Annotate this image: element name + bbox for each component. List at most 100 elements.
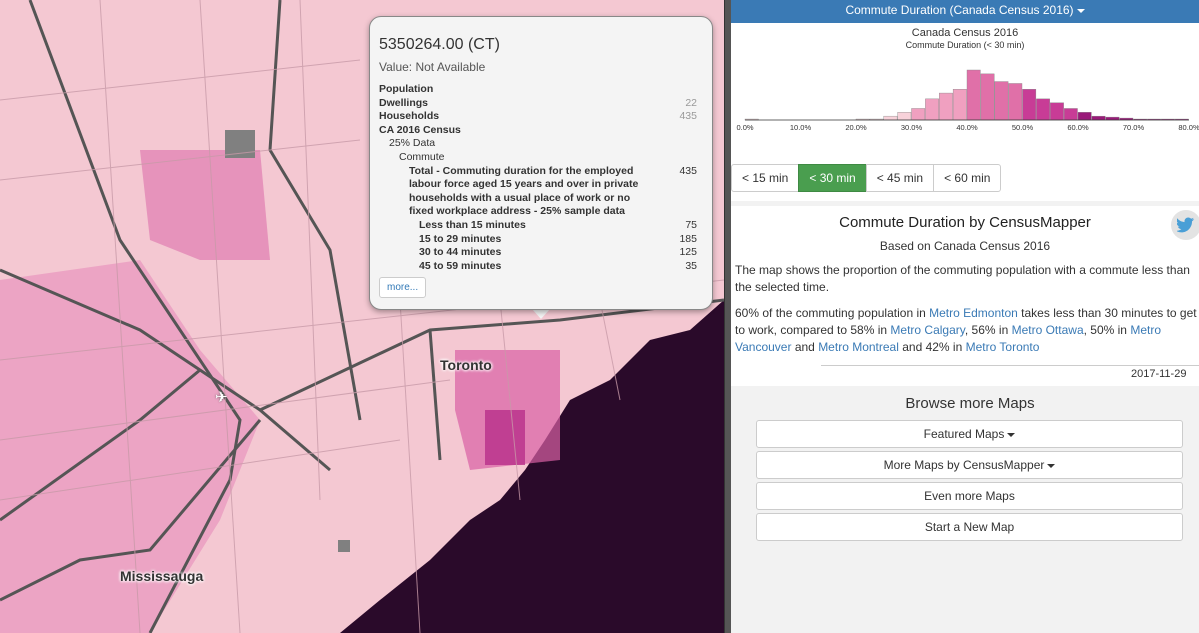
popup-row-label: 15 to 29 minutes xyxy=(419,232,502,245)
popup-data-table: Population Dwellings 22 Households 435 CA 201… xyxy=(379,83,697,273)
popup-row-label: Households xyxy=(379,110,440,123)
x-tick-label: 70.0% xyxy=(1123,123,1145,132)
popup-row: 45 to 59 minutes 35 xyxy=(379,260,697,274)
description-title: Commute Duration by CensusMapper xyxy=(839,214,1091,231)
map-selector-dropdown[interactable]: Commute Duration (Canada Census 2016) xyxy=(731,0,1199,23)
panel-divider[interactable] xyxy=(724,0,731,633)
histogram-bar xyxy=(1050,102,1064,121)
histogram-bar xyxy=(1063,108,1078,121)
histogram-bar xyxy=(883,115,898,121)
popup-row-label: Less than 15 minutes xyxy=(419,218,526,231)
link-metro-toronto[interactable]: Metro Toronto xyxy=(965,340,1040,354)
separator xyxy=(731,201,1199,206)
map-view[interactable]: Toronto Mississauga ✈ 5350264.00 (CT) Va… xyxy=(0,0,724,633)
link-metro-montreal[interactable]: Metro Montreal xyxy=(818,340,899,354)
histogram-bar xyxy=(1008,83,1023,121)
histogram-bar xyxy=(1036,98,1050,121)
x-tick-label: 10.0% xyxy=(790,123,812,132)
twitter-icon[interactable] xyxy=(1171,210,1199,240)
popup-row-value: 125 xyxy=(679,246,697,259)
popup-row: Commute xyxy=(379,151,697,165)
browse-menu-button[interactable]: Even more Maps xyxy=(756,482,1183,510)
text: , 56% in xyxy=(964,323,1012,337)
browse-menu-label: More Maps by CensusMapper xyxy=(883,458,1045,472)
chart-title: Canada Census 2016 xyxy=(911,27,1019,39)
link-metro-vancouver[interactable]: Metro Vancouver xyxy=(735,323,1162,354)
popup-arrow xyxy=(532,309,550,319)
browse-menu-button[interactable]: Start a New Map xyxy=(756,513,1183,541)
popup-row-value: 35 xyxy=(685,259,697,272)
popup-row-value: 435 xyxy=(679,110,697,123)
histogram-bar xyxy=(1091,115,1106,121)
histogram-bar xyxy=(980,73,995,121)
tab-duration[interactable]: < 15 min xyxy=(731,164,800,192)
link-metro-calgary[interactable]: Metro Calgary xyxy=(890,323,965,337)
popup-row-label: Total - Commuting duration for the emplo… xyxy=(409,164,639,218)
browse-menu-button[interactable]: Featured Maps xyxy=(756,420,1183,448)
chevron-down-icon xyxy=(1007,432,1016,437)
popup-row-value: 75 xyxy=(685,218,697,231)
x-tick-label: 40.0% xyxy=(956,123,978,132)
popup-row: Dwellings 22 xyxy=(379,97,697,111)
histogram-bar xyxy=(952,89,967,121)
tab-duration[interactable]: < 30 min xyxy=(798,164,867,192)
text: and xyxy=(791,340,819,354)
histogram-chart: 0.0% 10.0% 20.0% 30.0% 40.0% 50.0% 60.0% 70.0% 8… xyxy=(736,69,1199,132)
popup-row-label: Population xyxy=(379,83,434,95)
histogram-bar xyxy=(1022,89,1037,121)
browse-menu-button[interactable]: More Maps by CensusMapper xyxy=(756,451,1183,479)
popup-row-label: 30 to 44 minutes xyxy=(419,246,502,259)
map-canvas[interactable] xyxy=(0,0,724,633)
histogram-bar xyxy=(1077,112,1092,121)
link-metro-ottawa[interactable]: Metro Ottawa xyxy=(1011,323,1084,337)
sidebar-panel: Commute Duration (Canada Census 2016) Ca… xyxy=(731,0,1199,633)
histogram-bar xyxy=(966,69,981,121)
text: , 50% in xyxy=(1083,323,1131,337)
text: and 42% in xyxy=(898,340,966,354)
map-selector-label: Commute Duration (Canada Census 2016) xyxy=(845,3,1074,17)
minor-roads xyxy=(0,0,724,633)
popup-title: 5350264.00 (CT) xyxy=(379,36,500,53)
x-tick-label: 80.0% xyxy=(1178,123,1199,132)
x-tick-label: 20.0% xyxy=(845,123,867,132)
histogram-bar xyxy=(939,92,953,121)
popup-row-label: Dwellings xyxy=(379,96,429,109)
tab-duration[interactable]: < 45 min xyxy=(865,164,935,192)
x-tick-label: 60.0% xyxy=(1067,123,1089,132)
description-subtitle: Based on Canada Census 2016 xyxy=(879,239,1051,253)
browse-menu-label: Featured Maps xyxy=(923,427,1005,441)
highways xyxy=(0,0,724,633)
histogram-bar xyxy=(897,112,912,121)
text: 60% of the commuting population in xyxy=(735,306,930,320)
popup-row-label: 25% Data xyxy=(389,137,436,150)
popup-row-label: 45 to 59 minutes xyxy=(419,259,502,272)
chevron-down-icon xyxy=(1076,8,1085,13)
divider-line xyxy=(821,365,1199,366)
popup-row: 30 to 44 minutes 125 xyxy=(379,246,697,260)
x-tick-label: 0.0% xyxy=(736,123,753,132)
label-mississauga: Mississauga xyxy=(120,568,204,584)
nodata-patch xyxy=(225,130,255,158)
popup-row-value: 185 xyxy=(679,232,697,245)
popup-row-label: Commute xyxy=(399,150,445,163)
browse-menu-label: Even more Maps xyxy=(924,489,1015,503)
duration-tabs: < 15 min < 30 min < 45 min < 60 min xyxy=(731,164,1002,192)
popup-row: CA 2016 Census xyxy=(379,124,697,138)
chevron-down-icon xyxy=(1047,463,1056,468)
label-toronto: Toronto xyxy=(440,357,492,373)
link-metro-edmonton[interactable]: Metro Edmonton xyxy=(929,306,1018,320)
histogram-bar xyxy=(911,108,926,121)
popup-row: Total - Commuting duration for the emplo… xyxy=(379,165,697,219)
histogram-bar xyxy=(1105,116,1120,121)
histogram-bar xyxy=(994,81,1009,121)
more-button[interactable]: more... xyxy=(379,277,427,298)
region-north xyxy=(140,150,270,260)
text: takes less than 30 minutes to get to wor… xyxy=(735,306,1197,337)
popup-row: Households 435 xyxy=(379,110,697,124)
popup-row: 25% Data xyxy=(379,137,697,151)
histogram-bar xyxy=(925,98,939,121)
browse-menu-label: Start a New Map xyxy=(924,520,1015,534)
popup-value: Value: Not Available xyxy=(379,60,486,74)
popup-row-label: CA 2016 Census xyxy=(379,123,461,136)
tab-duration[interactable]: < 60 min xyxy=(933,164,1002,192)
